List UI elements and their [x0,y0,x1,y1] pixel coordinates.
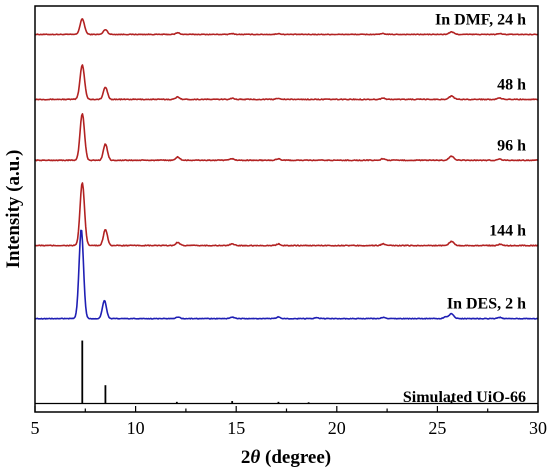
x-axis-label-theta: θ [250,447,260,468]
x-tick-label-30: 30 [529,418,547,438]
x-tick-label-10: 10 [127,418,145,438]
plot-frame [34,5,539,413]
series-144-h-line [34,182,539,247]
series-label-144-h: 144 h [489,223,526,240]
series-simulated-uio-66 [35,340,538,405]
series-layer [34,18,539,405]
x-tick-label-5: 5 [31,418,40,438]
x-tick-label-15: 15 [227,418,245,438]
series-in-des-2-h-line [34,229,539,320]
series-in-dmf-24-h-line [34,18,539,36]
series-label-in-dmf-24-h: In DMF, 24 h [435,11,526,28]
series-label-48-h: 48 h [497,76,526,93]
series-label-96-h: 96 h [497,137,526,154]
series-48-h-line [34,64,539,101]
x-tick-label-25: 25 [428,418,446,438]
x-axis-label: 2θ (degree) [241,447,331,468]
series-label-in-des-2-h: In DES, 2 h [447,296,526,313]
series-96-h-line [34,112,539,162]
x-tick-label-20: 20 [328,418,346,438]
y-axis-label: Intensity (a.u.) [3,150,24,269]
x-ticks-layer: 5 10 15 20 25 30 [31,406,547,438]
x-axis-label-part-3: (degree) [260,447,331,468]
series-label-simulated-uio-66: Simulated UiO-66 [403,389,526,406]
series-labels-layer: In DMF, 24 h 48 h 96 h 144 h In DES, 2 h Simu… [403,11,526,406]
x-axis-label-part-1: 2 [241,447,251,468]
